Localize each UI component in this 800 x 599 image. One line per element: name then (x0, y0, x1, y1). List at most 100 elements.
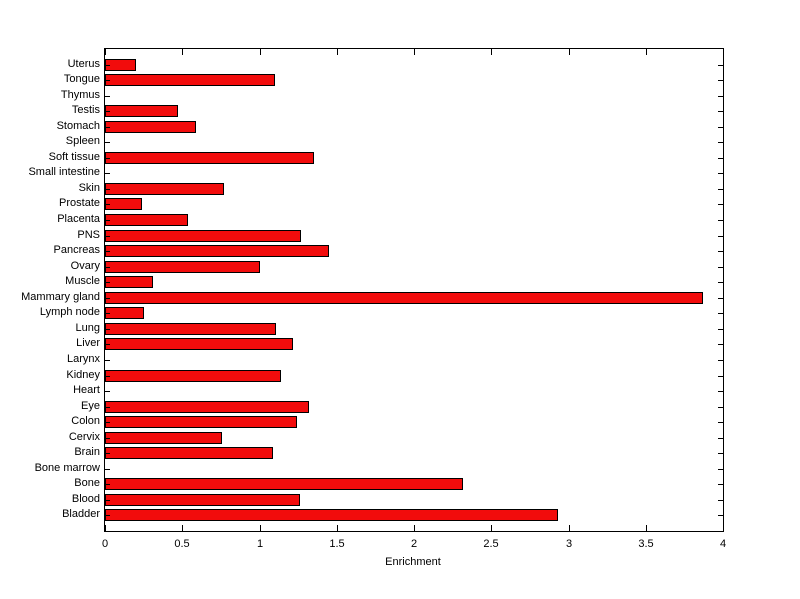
x-tick (260, 49, 261, 55)
y-tick (105, 391, 110, 392)
y-tick-label: Skin (78, 182, 100, 194)
y-tick-label: Soft tissue (48, 151, 100, 163)
x-tick (260, 525, 261, 531)
bar (105, 416, 297, 428)
y-tick (105, 515, 110, 516)
y-tick (718, 376, 723, 377)
y-tick (105, 127, 110, 128)
x-tick-label: 0.5 (174, 538, 190, 550)
y-tick (718, 422, 723, 423)
y-tick-label: Spleen (65, 135, 100, 147)
y-tick (105, 329, 110, 330)
y-tick (105, 158, 110, 159)
y-tick (718, 360, 723, 361)
y-tick (105, 173, 110, 174)
bar (105, 198, 142, 210)
x-tick-label: 3.5 (638, 538, 654, 550)
y-tick-label: Liver (76, 337, 100, 349)
bar (105, 494, 300, 506)
y-tick-label: Tongue (63, 73, 100, 85)
y-tick (105, 251, 110, 252)
bar (105, 183, 224, 195)
y-tick (718, 251, 723, 252)
bar (105, 338, 293, 350)
y-tick-label: Muscle (65, 275, 100, 287)
y-tick (718, 500, 723, 501)
y-tick-label: Blood (71, 493, 100, 505)
y-tick-label: Colon (71, 415, 100, 427)
bar (105, 261, 260, 273)
x-tick (646, 525, 647, 531)
bar (105, 432, 222, 444)
y-tick (105, 80, 110, 81)
y-tick (105, 189, 110, 190)
y-tick (718, 313, 723, 314)
y-tick (105, 500, 110, 501)
y-tick (105, 65, 110, 66)
y-tick-label: Brain (74, 446, 100, 458)
y-tick (718, 484, 723, 485)
x-tick (569, 49, 570, 55)
y-tick (105, 469, 110, 470)
x-tick (723, 49, 724, 55)
bar (105, 478, 463, 490)
x-tick-label: 2 (410, 538, 418, 550)
y-tick-label: Testis (71, 104, 100, 116)
bar (105, 245, 329, 257)
y-tick-label: Small intestine (28, 166, 100, 178)
y-tick-label: Heart (73, 384, 100, 396)
x-tick-label: 4 (719, 538, 727, 550)
y-tick-label: Mammary gland (21, 291, 100, 303)
y-tick-label: Lymph node (39, 306, 100, 318)
y-tick (718, 158, 723, 159)
y-tick (105, 142, 110, 143)
y-tick (718, 111, 723, 112)
bar (105, 509, 558, 521)
y-tick (105, 407, 110, 408)
y-tick-label: Larynx (66, 353, 100, 365)
x-axis-title: Enrichment (385, 556, 441, 568)
bar (105, 401, 309, 413)
bar (105, 121, 196, 133)
y-tick (718, 80, 723, 81)
bar (105, 370, 281, 382)
y-tick (718, 391, 723, 392)
x-tick-label: 3 (565, 538, 573, 550)
x-tick-label: 1.5 (329, 538, 345, 550)
y-tick (105, 422, 110, 423)
x-tick (105, 525, 106, 531)
x-tick (337, 49, 338, 55)
y-tick (718, 298, 723, 299)
x-tick (414, 49, 415, 55)
y-tick (718, 515, 723, 516)
y-tick (718, 407, 723, 408)
y-tick (105, 453, 110, 454)
y-tick-label: Bone (74, 477, 100, 489)
y-tick-label: Bladder (62, 508, 100, 520)
y-tick (718, 329, 723, 330)
y-tick (105, 267, 110, 268)
y-tick (105, 282, 110, 283)
y-tick (105, 236, 110, 237)
y-tick (105, 313, 110, 314)
y-tick-label: Prostate (59, 197, 100, 209)
y-tick-label: Thymus (60, 89, 100, 101)
x-tick (646, 49, 647, 55)
bar (105, 276, 153, 288)
y-tick-label: Ovary (70, 260, 100, 272)
bar (105, 447, 273, 459)
x-tick (491, 49, 492, 55)
bar (105, 323, 276, 335)
x-tick (569, 525, 570, 531)
y-tick (105, 298, 110, 299)
y-tick-label: Stomach (56, 120, 100, 132)
plot-area (104, 48, 724, 532)
y-tick (718, 344, 723, 345)
y-tick (105, 376, 110, 377)
y-tick-label: Eye (81, 400, 100, 412)
bar (105, 307, 144, 319)
y-tick (718, 236, 723, 237)
bar (105, 292, 703, 304)
y-tick-label: Pancreas (53, 244, 100, 256)
